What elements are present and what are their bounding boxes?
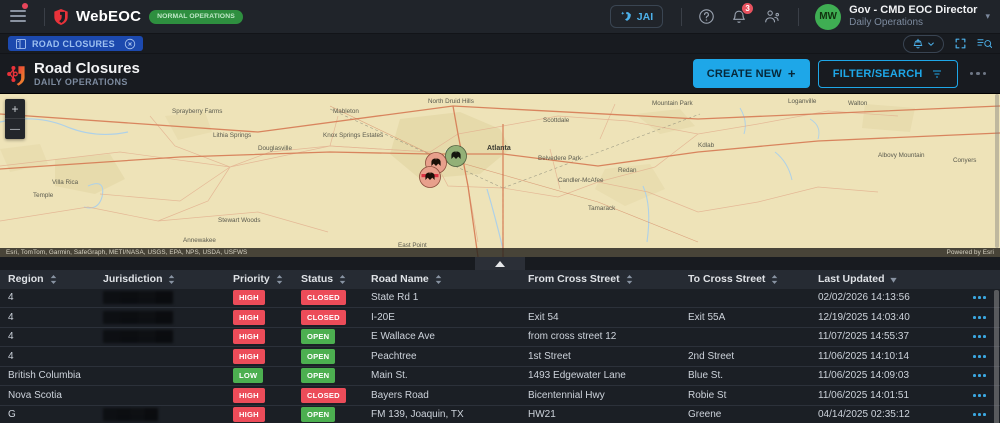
svg-text:Annewakee: Annewakee	[183, 237, 216, 244]
svg-text:Conyers: Conyers	[953, 157, 976, 164]
svg-text:Knox Springs Estates: Knox Springs Estates	[323, 132, 383, 139]
svg-text:Walton: Walton	[848, 100, 868, 107]
svg-text:Lithia Springs: Lithia Springs	[213, 132, 251, 139]
svg-text:Stewart Woods: Stewart Woods	[218, 217, 261, 224]
svg-text:Candler-McAfee: Candler-McAfee	[558, 177, 604, 184]
svg-text:Mableton: Mableton	[333, 108, 359, 115]
svg-text:Albovy Mountain: Albovy Mountain	[878, 152, 925, 159]
svg-text:North Druid Hills: North Druid Hills	[428, 98, 474, 105]
svg-text:Villa Rica: Villa Rica	[52, 179, 79, 186]
svg-text:Belvedere Park: Belvedere Park	[538, 155, 582, 162]
svg-text:Temple: Temple	[33, 192, 54, 199]
svg-text:Sprayberry Farms: Sprayberry Farms	[172, 108, 222, 115]
svg-text:Redan: Redan	[618, 167, 637, 174]
svg-text:Scottdale: Scottdale	[543, 117, 570, 124]
svg-text:Mountain Park: Mountain Park	[652, 100, 693, 107]
svg-text:Kdlab: Kdlab	[698, 142, 715, 149]
svg-text:Douglasville: Douglasville	[258, 145, 292, 152]
svg-text:Tamarack: Tamarack	[588, 205, 616, 212]
svg-text:Loganville: Loganville	[788, 98, 817, 105]
svg-text:Atlanta: Atlanta	[487, 145, 511, 152]
